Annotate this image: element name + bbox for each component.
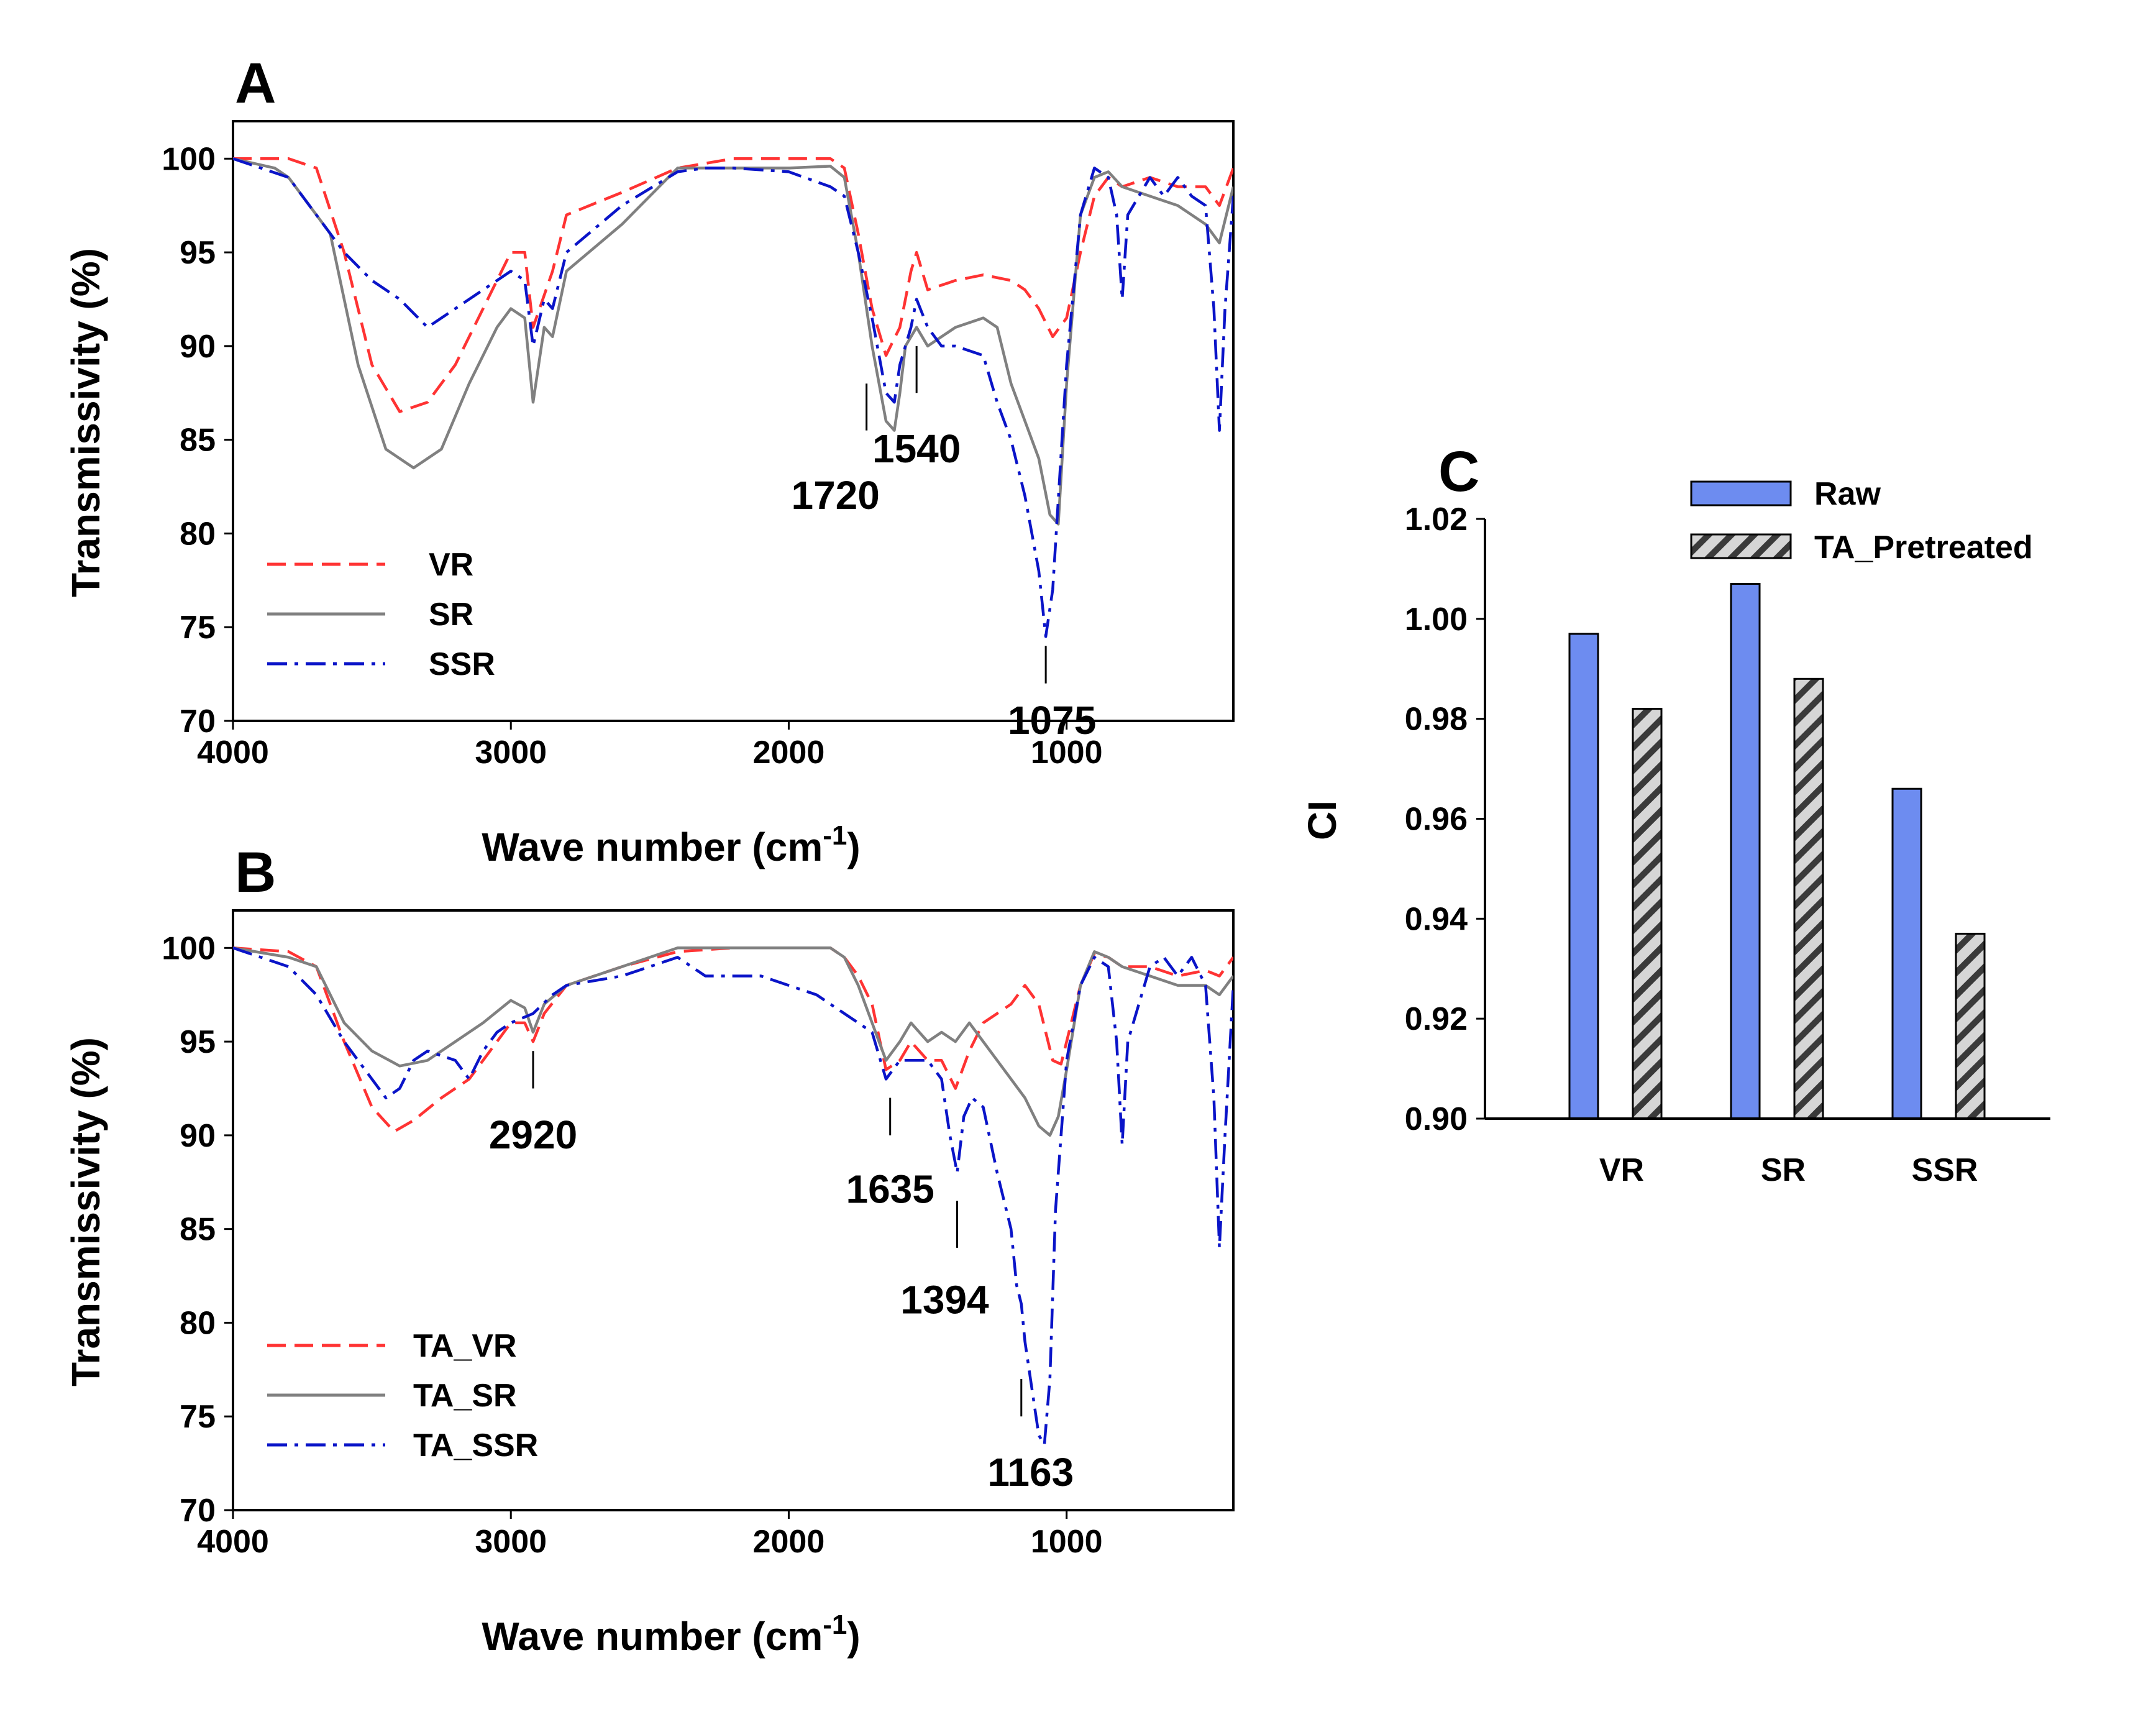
legend-swatch-raw xyxy=(1690,480,1792,506)
series-line-ssr xyxy=(233,157,1233,638)
x-tick-label: 1000 xyxy=(1031,1524,1103,1560)
panel-a-legend: VR SR SSR xyxy=(267,547,495,682)
y-tick-label: 90 xyxy=(180,329,216,365)
legend-swatch-ta-pretreated xyxy=(1690,533,1792,559)
bar-vr-raw xyxy=(1568,633,1599,1120)
legend-label-ta-vr: TA_VR xyxy=(413,1328,517,1364)
series-line-sr xyxy=(233,157,1233,526)
bar-sr-raw xyxy=(1730,583,1761,1120)
y-tick-label: 1.00 xyxy=(1405,602,1468,638)
y-tick-label: 0.94 xyxy=(1405,901,1468,937)
panel-a-frame xyxy=(232,120,1235,722)
panel-c-y-axis-title: CI xyxy=(1300,800,1345,840)
x-tick-label: 3000 xyxy=(475,735,547,771)
annotation-label-1635: 1635 xyxy=(846,1166,934,1211)
panel-b-y-axis-title: Transmissivity (%) xyxy=(63,1037,108,1386)
panel-c-letter: C xyxy=(1438,440,1479,503)
panel-c-ticks: 0.90 0.92 0.94 0.96 0.98 1.00 1.02 VR SR SSR xyxy=(1405,502,1978,1188)
panel-b-ticks: 4000 3000 2000 1000 70 75 80 85 90 95 100 xyxy=(162,930,1102,1560)
legend-label-ta-pretreated: TA_Pretreated xyxy=(1814,529,2033,566)
annotation-label-1540: 1540 xyxy=(872,426,961,471)
annotation-label-1394: 1394 xyxy=(900,1277,989,1322)
y-tick-label: 75 xyxy=(180,610,216,646)
series-line-ta-vr xyxy=(233,946,1233,1134)
panel-a-y-axis-title: Transmissivity (%) xyxy=(63,248,108,597)
annotation-label-1163: 1163 xyxy=(987,1450,1074,1495)
annotation-label-2920: 2920 xyxy=(489,1112,577,1157)
legend-label-ta-ssr: TA_SSR xyxy=(413,1427,538,1464)
y-tick-label: 90 xyxy=(180,1118,216,1154)
panel-b-frame xyxy=(232,909,1235,1511)
x-tick-label: 4000 xyxy=(197,1524,269,1560)
x-tick-label-ssr: SSR xyxy=(1912,1152,1978,1188)
x-tick-label-sr: SR xyxy=(1761,1152,1806,1188)
panel-a-x-axis-title: Wave number (cm-1) xyxy=(482,820,860,869)
panel-c: C 0.90 0.92 0.94 0.96 0.98 1.00 1.02 VR SR SSR CI… xyxy=(1300,440,2050,1188)
y-tick-label: 85 xyxy=(180,423,216,459)
x-tick-label: 3000 xyxy=(475,1524,547,1560)
y-tick-label: 70 xyxy=(180,1493,216,1529)
panel-b-x-axis-title: Wave number (cm-1) xyxy=(482,1610,860,1659)
panel-a-ticks: 4000 3000 2000 1000 70 75 80 85 90 95 100 xyxy=(162,141,1102,771)
panel-a-letter: A xyxy=(235,52,276,115)
y-tick-label: 95 xyxy=(180,1024,216,1060)
panel-c-legend: Raw TA_Pretreated xyxy=(1690,476,2033,566)
series-line-ta-ssr xyxy=(233,946,1233,1446)
bar-ssr-ta-pretreated xyxy=(1955,932,1986,1120)
legend-label-vr: VR xyxy=(429,547,473,583)
y-tick-label: 0.98 xyxy=(1405,702,1468,738)
x-tick-label: 2000 xyxy=(753,1524,825,1560)
x-tick-label: 1000 xyxy=(1031,735,1103,771)
y-tick-label: 1.02 xyxy=(1405,502,1468,538)
panel-b-series xyxy=(233,946,1233,1446)
y-tick-label: 0.92 xyxy=(1405,1001,1468,1037)
y-tick-label: 85 xyxy=(180,1212,216,1248)
legend-label-raw: Raw xyxy=(1814,476,1881,512)
y-tick-label: 0.96 xyxy=(1405,802,1468,838)
series-line-vr xyxy=(233,157,1233,413)
panel-b-letter: B xyxy=(235,841,276,904)
y-tick-label: 0.90 xyxy=(1405,1101,1468,1137)
panel-c-bars xyxy=(1568,583,1986,1120)
bar-vr-ta-pretreated xyxy=(1632,708,1663,1120)
x-tick-label: 4000 xyxy=(197,735,269,771)
y-tick-label: 70 xyxy=(180,703,216,740)
x-tick-label-vr: VR xyxy=(1599,1152,1644,1188)
panel-b-annotations: 2920 1635 1394 1163 xyxy=(489,1051,1074,1495)
bar-ssr-raw xyxy=(1891,787,1922,1120)
x-tick-label: 2000 xyxy=(753,735,825,771)
y-tick-label: 100 xyxy=(162,141,216,177)
annotation-label-1720: 1720 xyxy=(791,473,879,518)
y-tick-label: 100 xyxy=(162,930,216,966)
legend-label-ta-sr: TA_SR xyxy=(413,1378,517,1414)
panel-b-legend: TA_VR TA_SR TA_SSR xyxy=(267,1328,538,1464)
y-tick-label: 80 xyxy=(180,516,216,552)
y-tick-label: 95 xyxy=(180,235,216,271)
panel-a-series xyxy=(233,157,1233,638)
legend-label-sr: SR xyxy=(429,597,473,633)
legend-label-ssr: SSR xyxy=(429,646,495,682)
panel-b: B 4000 3000 2000 1000 70 75 80 85 90 95 100 2920 16… xyxy=(63,841,1235,1659)
annotation-label-1075: 1075 xyxy=(1008,698,1096,743)
bar-sr-ta-pretreated xyxy=(1793,677,1824,1120)
panel-a: A 4000 3000 2000 1000 70 75 80 85 90 95 100 172015… xyxy=(63,52,1235,869)
y-tick-label: 75 xyxy=(180,1399,216,1435)
y-tick-label: 80 xyxy=(180,1305,216,1341)
